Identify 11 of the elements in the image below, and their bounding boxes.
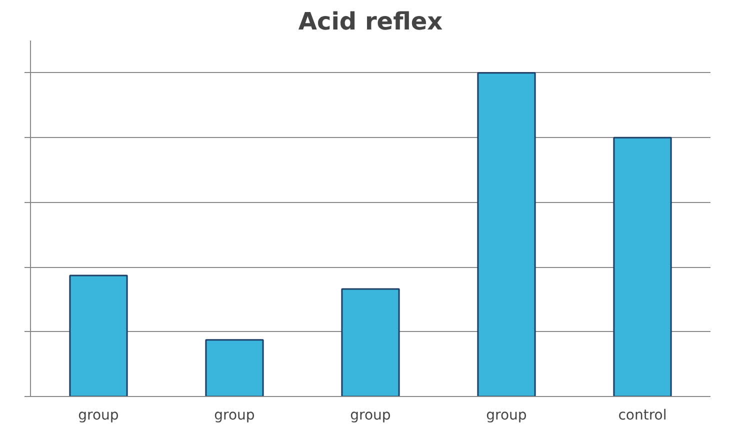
chart-title: Acid reflex <box>298 8 444 36</box>
bar <box>69 274 128 396</box>
x-tick-label: group <box>486 408 527 424</box>
x-tick-label: control <box>618 408 667 424</box>
x-tick-label: group <box>350 408 391 424</box>
x-tick-label: group <box>214 408 255 424</box>
bar <box>341 288 400 396</box>
bar <box>205 339 264 396</box>
bar <box>613 136 672 396</box>
bar <box>477 72 536 396</box>
x-tick-label: group <box>78 408 119 424</box>
